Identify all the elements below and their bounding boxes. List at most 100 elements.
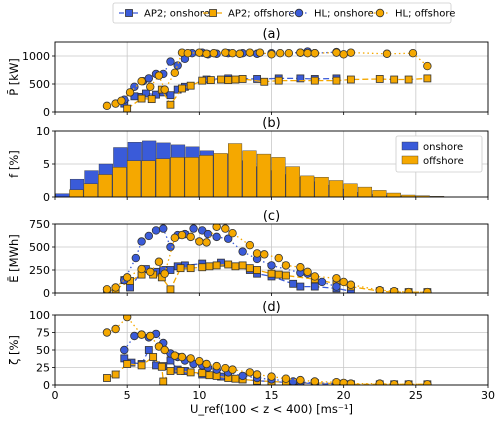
bar-onshore [55,193,70,197]
data-point [281,261,291,270]
data-point [144,74,154,83]
legend-label: HL; onshore [314,9,374,20]
data-point [404,380,413,385]
data-point [238,371,247,381]
y-tick-label: 500 [29,241,50,254]
y-tick-label: 0 [43,287,50,300]
data-point [177,352,187,362]
legend-marker [375,8,385,18]
data-point [289,279,298,288]
data-point [170,351,179,360]
legend-marker [294,8,304,18]
data-point [404,75,413,84]
legend-label: AP2; offshore [228,9,295,20]
data-point [130,331,139,341]
panel-title: (a) [262,27,280,42]
data-point [137,264,146,274]
data-point [203,229,213,239]
data-point [212,261,221,270]
data-point [235,49,244,58]
data-point [198,263,207,272]
data-point [186,264,195,273]
data-point [111,324,120,334]
data-point [231,262,240,271]
data-point [160,269,169,278]
data-point [189,224,198,233]
data-point [202,238,211,247]
data-point [120,345,129,355]
data-point [274,270,283,279]
legend-label-onshore: onshore [423,142,463,153]
data-point [389,380,399,385]
data-point [284,49,294,58]
data-point [166,91,175,100]
y-tick-label: 250 [29,264,50,277]
data-point [102,285,112,293]
data-point [260,77,269,86]
y-axis-label: ζ [%] [7,335,21,365]
y-tick-label: 500 [29,78,50,91]
data-point [310,76,319,85]
data-point [332,282,341,291]
data-point [102,101,112,111]
data-point [228,365,237,374]
x-tick-label: 20 [337,389,351,402]
y-axis-label: Ē [MWh] [7,234,21,282]
data-point [238,75,247,83]
data-point [332,48,341,57]
bar-offshore [112,167,127,197]
y-tick-label: 75 [36,327,50,340]
x-tick-label: 25 [409,389,423,402]
y-axis-label: f [%] [7,150,21,178]
data-point [267,261,276,270]
x-tick-label: 30 [481,389,495,402]
data-point [154,71,164,80]
data-point [296,375,305,385]
data-point [137,330,146,339]
bar-offshore [69,189,84,197]
data-point [339,277,348,287]
data-point [375,379,384,385]
data-point [111,370,120,379]
data-point [255,48,265,57]
bar-offshore [401,194,416,197]
data-point [177,230,187,240]
bar-offshore [271,157,286,197]
data-point [231,374,240,383]
data-point [310,49,319,58]
data-point [146,82,155,91]
data-point [221,364,230,373]
data-point [131,253,141,263]
data-point [142,89,150,98]
data-point [217,75,225,84]
data-point [166,285,175,293]
data-point [346,379,356,385]
x-tick-label: 15 [265,389,279,402]
x-tick-label: 10 [192,389,206,402]
data-point [423,287,432,293]
data-point [317,277,327,287]
series-line [106,226,428,293]
data-point [117,96,126,105]
data-point [206,76,215,84]
legend-marker [125,9,133,17]
data-point [296,48,305,57]
data-point [125,88,135,97]
data-point [166,242,175,252]
data-point [310,282,319,291]
data-point [303,49,312,58]
data-point [332,274,341,283]
data-point [274,76,283,85]
panel-3: 0 250 500 750 (c) Ē [MWh] [7,209,489,300]
bar-offshore [256,153,271,197]
x-tick-label: 0 [52,389,59,402]
data-point [209,49,218,58]
data-point [137,76,146,86]
y-tick-label: 1000 [22,50,50,63]
data-point [346,48,356,57]
data-point [195,48,204,57]
bar-offshore [329,180,344,197]
data-point [130,82,139,91]
legend-box [112,2,452,24]
data-point [202,359,211,369]
